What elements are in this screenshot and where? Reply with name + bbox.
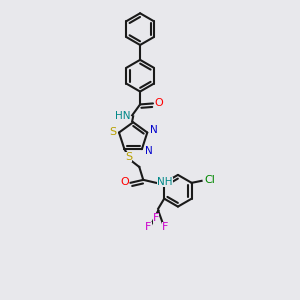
Text: N: N	[145, 146, 153, 156]
Text: F: F	[162, 222, 168, 233]
Text: NH: NH	[157, 177, 173, 187]
Text: F: F	[153, 212, 160, 223]
Text: O: O	[154, 98, 163, 108]
Text: N: N	[150, 124, 158, 135]
Text: O: O	[120, 177, 129, 187]
Text: F: F	[145, 222, 152, 233]
Text: HN: HN	[115, 111, 130, 121]
Text: S: S	[125, 152, 132, 162]
Text: Cl: Cl	[204, 175, 215, 185]
Text: S: S	[110, 127, 117, 136]
